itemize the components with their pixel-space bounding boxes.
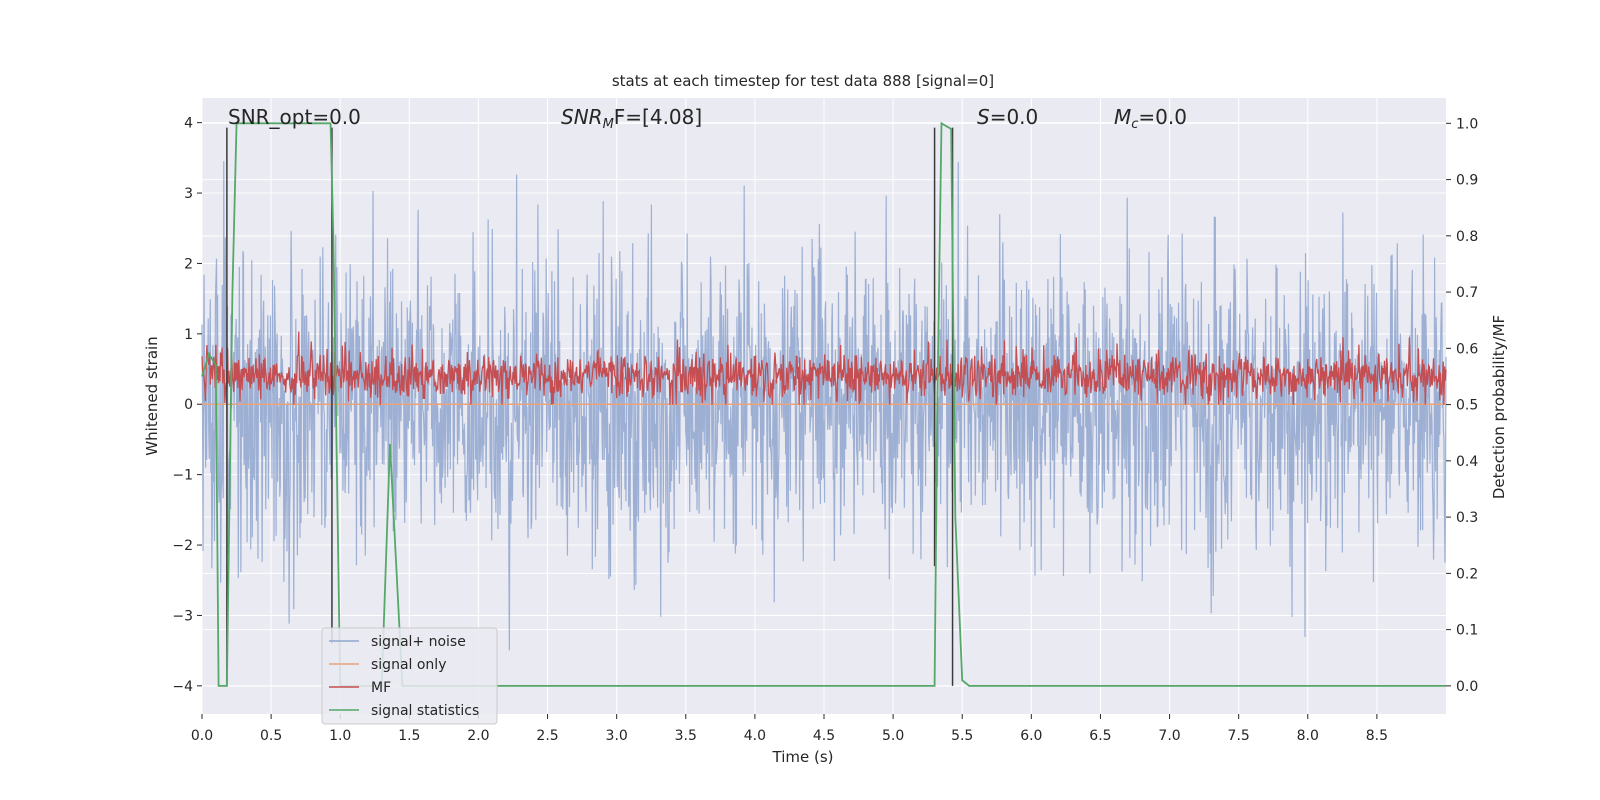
annotation-snr-mf-sub: M — [603, 117, 614, 132]
y-right-tick-label: 0.6 — [1456, 341, 1478, 357]
x-tick-label: 1.5 — [398, 728, 420, 744]
y-right-tick-label: 0.8 — [1456, 229, 1478, 245]
y-right-tick-label: 0.7 — [1456, 285, 1478, 301]
y-right-tick-label: 0.1 — [1456, 623, 1478, 639]
annotation-s: S=0.0 — [977, 105, 1038, 129]
annotation-snr-mf-rest: F=[4.08] — [614, 105, 702, 129]
y-axis-label: Whitened strain — [143, 336, 161, 455]
x-tick-label: 7.0 — [1158, 728, 1180, 744]
annotation-snr-mf-main: SNR — [561, 105, 603, 129]
y-axis-right-label: Detection probability/MF — [1490, 315, 1508, 499]
x-axis-ticks: 0.0 0.5 1.0 1.5 2.0 2.5 3.0 3.5 4.0 4.5 5.0 5.5 6.0 6… — [191, 714, 1388, 744]
x-tick-label: 2.5 — [536, 728, 558, 744]
legend-box — [321, 627, 498, 725]
annotation-snr-opt: SNR_opt=0.0 — [228, 105, 361, 129]
legend: signal+ noise signal only MF signal stat… — [321, 627, 498, 725]
y-tick-label: 1 — [184, 327, 193, 343]
x-tick-label: 5.5 — [951, 728, 973, 744]
y-tick-label: 3 — [184, 186, 193, 202]
y-right-tick-label: 0.9 — [1456, 173, 1478, 189]
x-tick-label: 2.0 — [467, 728, 489, 744]
annotation-s-rest: =0.0 — [990, 105, 1039, 129]
chart-title: stats at each timestep for test data 888… — [612, 72, 994, 90]
left-axis-ticks: −4 −3 −2 −1 0 1 2 3 4 — [172, 116, 202, 695]
y-right-tick-label: 1.0 — [1456, 116, 1478, 132]
y-tick-label: 2 — [184, 256, 193, 272]
x-tick-label: 0.5 — [260, 728, 282, 744]
annotation-mc: Mc=0.0 — [1114, 105, 1187, 132]
signal-statistics-line — [201, 121, 1446, 687]
legend-label-signal-statistics: signal statistics — [371, 703, 479, 719]
annotation-mc-sub: c — [1131, 117, 1138, 132]
x-tick-label: 6.0 — [1020, 728, 1042, 744]
right-axis-ticks: 0.0 0.1 0.2 0.3 0.4 0.5 0.6 0.7 0.8 0.9 1.0 — [1446, 116, 1478, 695]
y-tick-label: 0 — [184, 397, 193, 413]
x-tick-label: 7.5 — [1228, 728, 1250, 744]
y-right-tick-label: 0.2 — [1456, 566, 1478, 582]
x-tick-label: 3.0 — [606, 728, 628, 744]
x-tick-label: 4.5 — [813, 728, 835, 744]
mf-line — [201, 331, 1447, 405]
legend-label-mf: MF — [371, 680, 391, 696]
annotation-snr-mf: SNRMF=[4.08] — [561, 105, 702, 132]
y-right-tick-label: 0.3 — [1456, 510, 1478, 526]
annotation-mc-main: M — [1114, 105, 1131, 129]
noise-line — [201, 161, 1447, 651]
y-tick-label: −3 — [172, 608, 193, 624]
y-tick-label: 4 — [184, 116, 193, 132]
y-right-tick-label: 0.4 — [1456, 454, 1478, 470]
x-tick-label: 3.5 — [675, 728, 697, 744]
x-tick-label: 4.0 — [744, 728, 766, 744]
x-tick-label: 8.5 — [1366, 728, 1388, 744]
legend-label-signal-only: signal only — [371, 657, 446, 673]
x-tick-label: 1.0 — [329, 728, 351, 744]
annotation-mc-rest: =0.0 — [1138, 105, 1187, 129]
legend-label-noise: signal+ noise — [371, 634, 466, 650]
x-tick-label: 6.5 — [1089, 728, 1111, 744]
x-tick-label: 0.0 — [191, 728, 213, 744]
noise-series — [201, 161, 1447, 651]
x-tick-label: 8.0 — [1297, 728, 1319, 744]
y-tick-label: −4 — [172, 679, 193, 695]
y-right-tick-label: 0.5 — [1456, 398, 1478, 414]
annotation-s-main: S — [977, 105, 990, 129]
y-tick-label: −2 — [172, 538, 193, 554]
x-tick-label: 5.0 — [882, 728, 904, 744]
y-tick-label: −1 — [172, 468, 193, 484]
y-right-tick-label: 0.0 — [1456, 679, 1478, 695]
x-axis-label: Time (s) — [772, 748, 834, 766]
signal-statistics-series — [201, 121, 1446, 687]
mf-series — [201, 331, 1447, 405]
